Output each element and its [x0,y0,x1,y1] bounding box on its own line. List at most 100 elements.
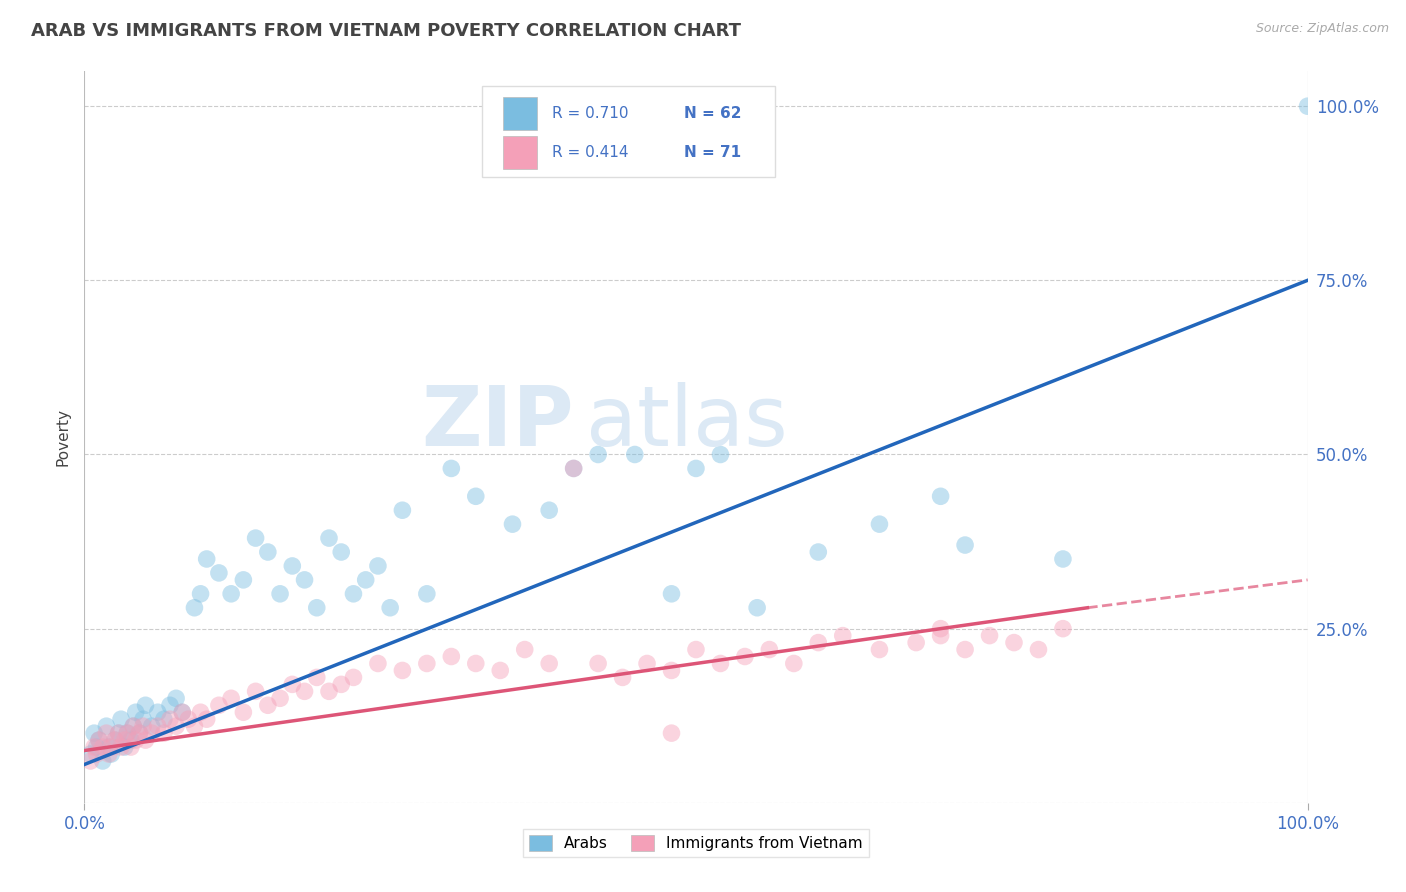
Point [612,670,634,684]
Point [269,587,291,601]
Point [367,558,389,573]
Point [100,740,122,755]
Text: R = 0.414: R = 0.414 [551,145,628,161]
Point [624,448,647,462]
Point [416,657,439,671]
Point [538,657,561,671]
FancyBboxPatch shape [482,86,776,178]
Point [86,740,108,755]
Point [869,517,891,532]
Point [132,712,155,726]
Point [869,642,891,657]
Point [294,573,316,587]
Point [120,733,142,747]
Text: N = 62: N = 62 [683,105,741,120]
Point [153,726,176,740]
Point [318,684,340,698]
Point [107,726,129,740]
Point [953,642,976,657]
Point [83,726,105,740]
Point [114,740,136,755]
Point [97,740,120,755]
Point [257,698,280,713]
Point [489,664,512,678]
Text: N = 71: N = 71 [683,145,741,161]
Point [86,747,108,761]
Point [305,670,328,684]
Point [114,733,136,747]
FancyBboxPatch shape [503,136,537,169]
Point [122,719,145,733]
Point [110,712,132,726]
Point [440,649,463,664]
Text: atlas: atlas [586,382,787,463]
Point [159,712,181,726]
Point [1052,622,1074,636]
Point [685,461,707,475]
Point [128,726,150,740]
Point [661,664,683,678]
Point [83,740,105,755]
Point [159,698,181,713]
Point [391,664,413,678]
Point [165,691,187,706]
Point [141,719,163,733]
Point [190,705,212,719]
Point [305,600,328,615]
Point [177,712,200,726]
Point [929,489,952,503]
Legend: Arabs, Immigrants from Vietnam: Arabs, Immigrants from Vietnam [523,830,869,857]
Y-axis label: Poverty: Poverty [55,408,70,467]
Point [953,538,976,552]
Point [146,719,169,733]
Point [929,622,952,636]
Point [219,691,242,706]
Point [562,461,585,475]
Point [294,684,316,698]
Point [1028,642,1050,657]
Point [831,629,853,643]
Point [661,587,683,601]
Point [245,531,267,545]
Point [104,733,127,747]
Point [538,503,561,517]
Point [281,558,304,573]
Point [661,726,683,740]
Point [87,733,110,747]
Point [135,698,157,713]
Point [513,642,536,657]
Point [330,545,353,559]
Point [685,642,707,657]
FancyBboxPatch shape [503,96,537,129]
Point [354,573,377,587]
Point [190,587,212,601]
Point [183,719,205,733]
Point [380,600,402,615]
Point [208,698,231,713]
Point [232,705,254,719]
Point [1296,99,1319,113]
Point [183,600,205,615]
Text: R = 0.710: R = 0.710 [551,105,628,120]
Point [257,545,280,559]
Point [107,726,129,740]
Point [342,670,364,684]
Point [783,657,806,671]
Point [128,726,150,740]
Point [125,733,148,747]
Point [342,587,364,601]
Point [1002,635,1025,649]
Point [330,677,353,691]
Point [79,747,101,761]
Point [91,754,114,768]
Point [120,740,142,755]
Point [464,657,486,671]
Point [165,719,187,733]
Point [100,747,122,761]
Point [440,461,463,475]
Point [562,461,585,475]
Point [96,726,118,740]
Point [905,635,928,649]
Point [367,657,389,671]
Point [758,642,780,657]
